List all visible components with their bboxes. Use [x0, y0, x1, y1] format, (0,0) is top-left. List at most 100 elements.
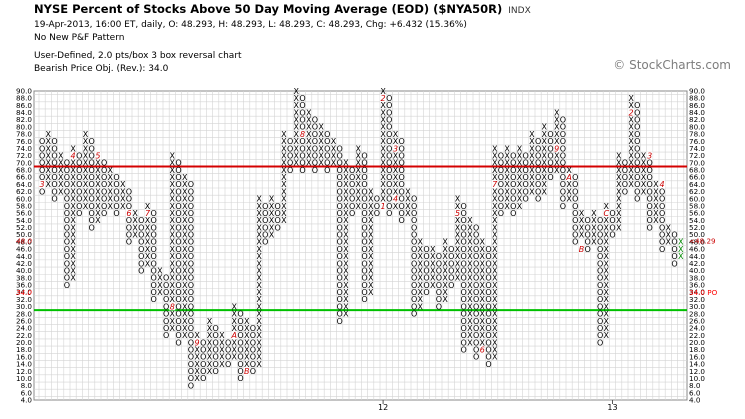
pnf-x-box: X [95, 180, 101, 189]
pnf-o-box: O [585, 245, 591, 254]
y-tick-label-left: 78.0 [16, 130, 32, 139]
chart-title: NYSE Percent of Stocks Above 50 Day Movi… [34, 3, 531, 17]
pnf-x-box: X [653, 209, 659, 218]
pnf-o-box: O [138, 216, 144, 225]
price-tags: <48.29 34.0 PO 48.0 34.0 [16, 237, 718, 297]
quote-line: 19-Apr-2013, 16:00 ET, daily, O: 48.293,… [34, 20, 467, 30]
pnf-x-box: X [480, 281, 486, 290]
pnf-x-box: X [145, 216, 151, 225]
pnf-x-box: X [95, 216, 101, 225]
pnf-x-box: X [628, 123, 634, 132]
pnf-o-box: O [64, 202, 70, 211]
pnf-o-box: O [411, 288, 417, 297]
pnf-x-box: X [83, 166, 89, 175]
pnf-x-box: X [616, 173, 622, 182]
pnf-x-box: X [653, 180, 659, 189]
pnf-o-box: O [597, 331, 603, 340]
pnf-x-box: X [343, 223, 349, 232]
pnf-x-box: X [393, 202, 399, 211]
pnf-x-box: X [46, 137, 52, 146]
pnf-x-box: X [95, 195, 101, 204]
pnf-o-box: O [64, 223, 70, 232]
pnf-o-box: O [101, 195, 107, 204]
pnf-x-box: X [604, 202, 610, 211]
y-tick-label-right: 78.0 [689, 130, 705, 139]
pnf-o-box: O [287, 166, 293, 175]
pnf-x-box: X [604, 302, 610, 311]
pnf-o-box: O [399, 159, 405, 168]
pnf-x-box: X [566, 195, 572, 204]
pnf-o-box: O [423, 259, 429, 268]
pnf-x-box: X [306, 137, 312, 146]
pnf-o-box: O [386, 123, 392, 132]
month-marker-bg [659, 180, 666, 189]
y-tick-label-left: 46.0 [16, 245, 32, 254]
y-tick-label-right: 64.0 [689, 180, 705, 189]
pnf-o-box: O [76, 159, 82, 168]
pnf-x-box: X [132, 223, 138, 232]
pnf-x-box: X [356, 151, 362, 160]
pnf-o-box: O [89, 216, 95, 225]
pnf-o-box: O [175, 295, 181, 304]
pnf-o-box: O [163, 331, 169, 340]
pnf-o-box: O [188, 331, 194, 340]
pnf-x-box: X [343, 187, 349, 196]
pnf-x-box: X [554, 108, 560, 117]
pnf-o-box: O [374, 209, 380, 218]
month-marker: 6 [126, 209, 131, 218]
pnf-o-box: O [485, 295, 491, 304]
pnf-o-box: O [597, 266, 603, 275]
pnf-o-box: O [200, 353, 206, 362]
y-tick-label-right: 60.0 [689, 194, 705, 203]
pnf-columns: OOOOOOOOXXXXXXXXOOOOOOOOOXXXXXXOOOOOOOOO… [39, 87, 684, 391]
pnf-o-box: O [411, 202, 417, 211]
pnf-o-box: O [634, 144, 640, 153]
pnf-o-box: O [411, 259, 417, 268]
pnf-o-box: O [213, 324, 219, 333]
pnf-o-box: O [473, 266, 479, 275]
pnf-x-box: X [604, 310, 610, 319]
y-tick-label-left: 72.0 [16, 151, 32, 160]
pnf-o-box: O [151, 295, 157, 304]
pnf-o-box: O [312, 166, 318, 175]
pnf-x-box: X [591, 238, 597, 247]
pnf-x-box: X [269, 223, 275, 232]
pnf-x-box: X [256, 345, 262, 354]
pnf-x-box: X [182, 231, 188, 240]
pnf-o-box: O [436, 259, 442, 268]
pnf-x-box: X [256, 302, 262, 311]
pnf-x-box: X [170, 166, 176, 175]
pnf-x-box: X [480, 245, 486, 254]
pnf-o-box: O [101, 187, 107, 196]
pnf-o-box: O [64, 173, 70, 182]
pnf-o-box: O [126, 216, 132, 225]
pnf-x-box: X [455, 252, 461, 261]
pnf-x-box: X [58, 180, 64, 189]
pnf-x-box: X [294, 130, 300, 139]
pnf-o-box: O [151, 288, 157, 297]
pnf-o-box: O [89, 187, 95, 196]
pnf-x-box: X [492, 338, 498, 347]
pnf-x-box: X [170, 216, 176, 225]
pnf-o-box: O [262, 216, 268, 225]
pnf-x-box: X [368, 245, 374, 254]
pnf-x-box: X [70, 159, 76, 168]
pnf-o-box: O [597, 295, 603, 304]
pnf-x-box: X [480, 331, 486, 340]
pnf-o-box: O [337, 238, 343, 247]
pnf-x-box: X [405, 187, 411, 196]
pnf-o-box: O [175, 159, 181, 168]
pnf-o-box: O [671, 252, 677, 261]
pnf-o-box: O [89, 173, 95, 182]
pnf-x-box: X [318, 159, 324, 168]
pnf-x-box: X [46, 180, 52, 189]
pnf-o-box: O [448, 266, 454, 275]
pnf-o-box: O [138, 245, 144, 254]
pnf-o-box: O [411, 266, 417, 275]
pnf-o-box: O [262, 209, 268, 218]
pnf-o-box: O [175, 331, 181, 340]
y-tick-label-right: 48.0 [689, 237, 705, 246]
pnf-o-box: O [151, 245, 157, 254]
pnf-o-box: O [312, 130, 318, 139]
pnf-x-box: X [628, 180, 634, 189]
